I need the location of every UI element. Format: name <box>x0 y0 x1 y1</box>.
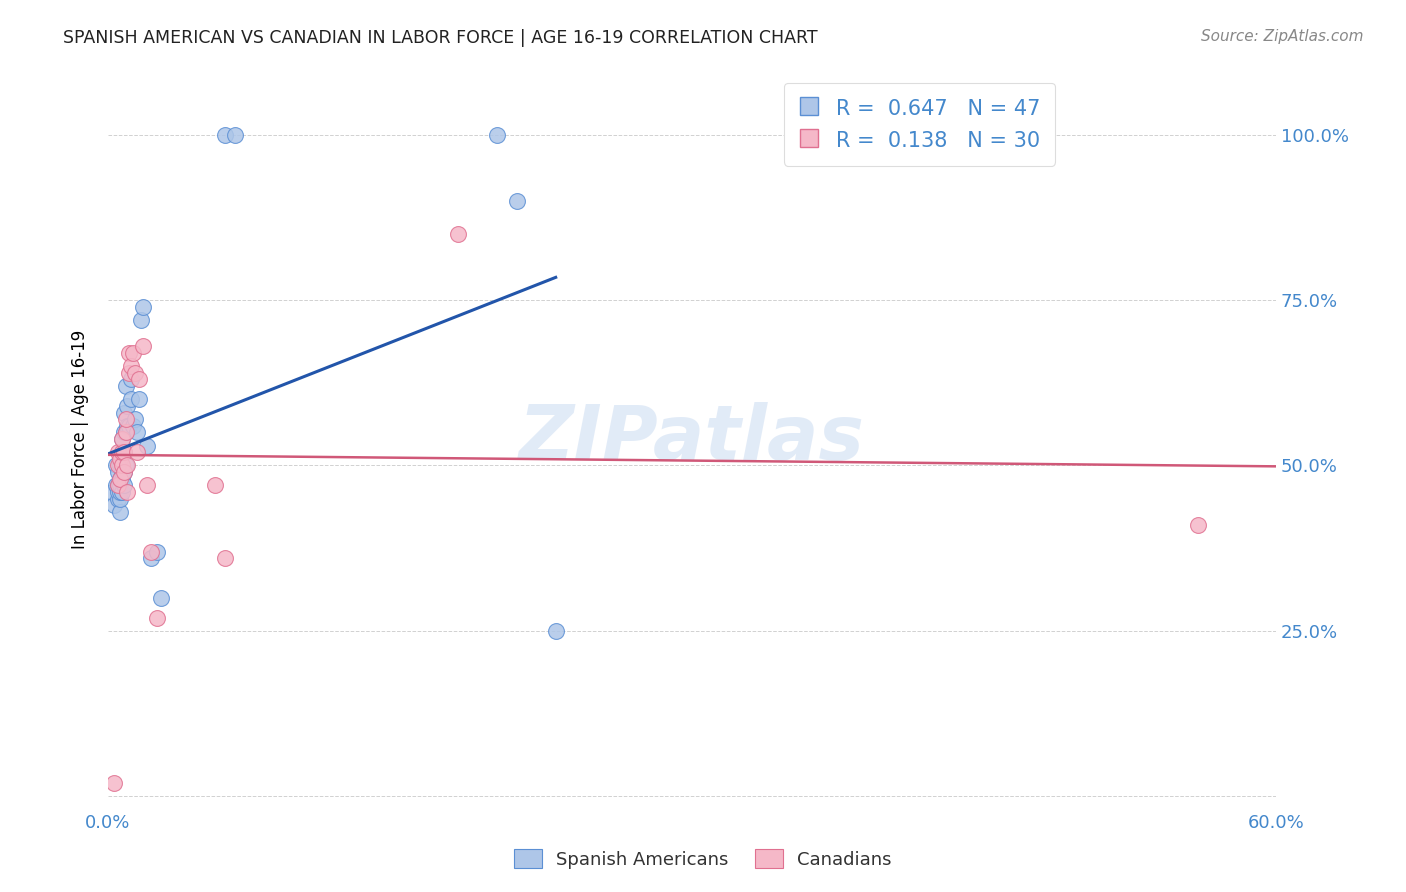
Point <box>117 399 139 413</box>
Point <box>139 544 162 558</box>
Point <box>108 458 131 473</box>
Point <box>214 128 236 142</box>
Point <box>128 372 150 386</box>
Point <box>112 478 135 492</box>
Point <box>224 128 246 142</box>
Text: ZIPatlas: ZIPatlas <box>519 402 865 476</box>
Point <box>112 406 135 420</box>
Point <box>107 478 129 492</box>
Point <box>544 624 567 638</box>
Point <box>132 339 155 353</box>
Point <box>107 485 129 500</box>
Point <box>506 194 529 208</box>
Point <box>107 458 129 473</box>
Point <box>120 392 142 407</box>
Y-axis label: In Labor Force | Age 16-19: In Labor Force | Age 16-19 <box>72 329 89 549</box>
Point <box>114 412 136 426</box>
Point <box>112 445 135 459</box>
Point <box>114 425 136 440</box>
Point <box>135 439 157 453</box>
Point <box>120 372 142 386</box>
Point <box>108 472 131 486</box>
Point <box>124 412 146 426</box>
Point <box>110 458 132 473</box>
Point <box>486 128 509 142</box>
Point <box>107 465 129 479</box>
Point <box>101 485 124 500</box>
Point <box>124 366 146 380</box>
Legend: Spanish Americans, Canadians: Spanish Americans, Canadians <box>508 842 898 876</box>
Point <box>110 465 132 479</box>
Point <box>204 478 226 492</box>
Point <box>107 478 129 492</box>
Point <box>110 432 132 446</box>
Point <box>112 425 135 440</box>
Point <box>132 300 155 314</box>
Point <box>108 478 131 492</box>
Point <box>145 610 167 624</box>
Point <box>127 445 149 459</box>
Point <box>114 425 136 440</box>
Point <box>108 505 131 519</box>
Point <box>104 478 127 492</box>
Point <box>145 544 167 558</box>
Text: SPANISH AMERICAN VS CANADIAN IN LABOR FORCE | AGE 16-19 CORRELATION CHART: SPANISH AMERICAN VS CANADIAN IN LABOR FO… <box>63 29 818 46</box>
Point <box>118 366 141 380</box>
Point <box>135 478 157 492</box>
Point <box>108 472 131 486</box>
Point <box>107 491 129 506</box>
Point <box>447 227 470 241</box>
Point <box>114 379 136 393</box>
Point <box>139 551 162 566</box>
Point <box>112 465 135 479</box>
Point <box>122 346 145 360</box>
Point <box>214 551 236 566</box>
Point <box>110 432 132 446</box>
Point <box>127 425 149 440</box>
Point <box>107 445 129 459</box>
Point <box>117 485 139 500</box>
Point <box>108 485 131 500</box>
Point <box>110 445 132 459</box>
Point <box>117 418 139 433</box>
Point <box>112 465 135 479</box>
Point <box>103 776 125 790</box>
Point <box>110 472 132 486</box>
Point <box>108 451 131 466</box>
Point <box>108 491 131 506</box>
Point <box>117 458 139 473</box>
Point <box>120 359 142 374</box>
Point <box>118 418 141 433</box>
Legend: R =  0.647   N = 47, R =  0.138   N = 30: R = 0.647 N = 47, R = 0.138 N = 30 <box>785 83 1056 166</box>
Point <box>118 346 141 360</box>
Point <box>103 498 125 512</box>
Point <box>149 591 172 605</box>
Point <box>122 418 145 433</box>
Point <box>114 458 136 473</box>
Point <box>1187 518 1209 533</box>
Text: Source: ZipAtlas.com: Source: ZipAtlas.com <box>1201 29 1364 44</box>
Point <box>129 313 152 327</box>
Point <box>112 445 135 459</box>
Point <box>104 458 127 473</box>
Point <box>110 445 132 459</box>
Point <box>128 392 150 407</box>
Point <box>110 485 132 500</box>
